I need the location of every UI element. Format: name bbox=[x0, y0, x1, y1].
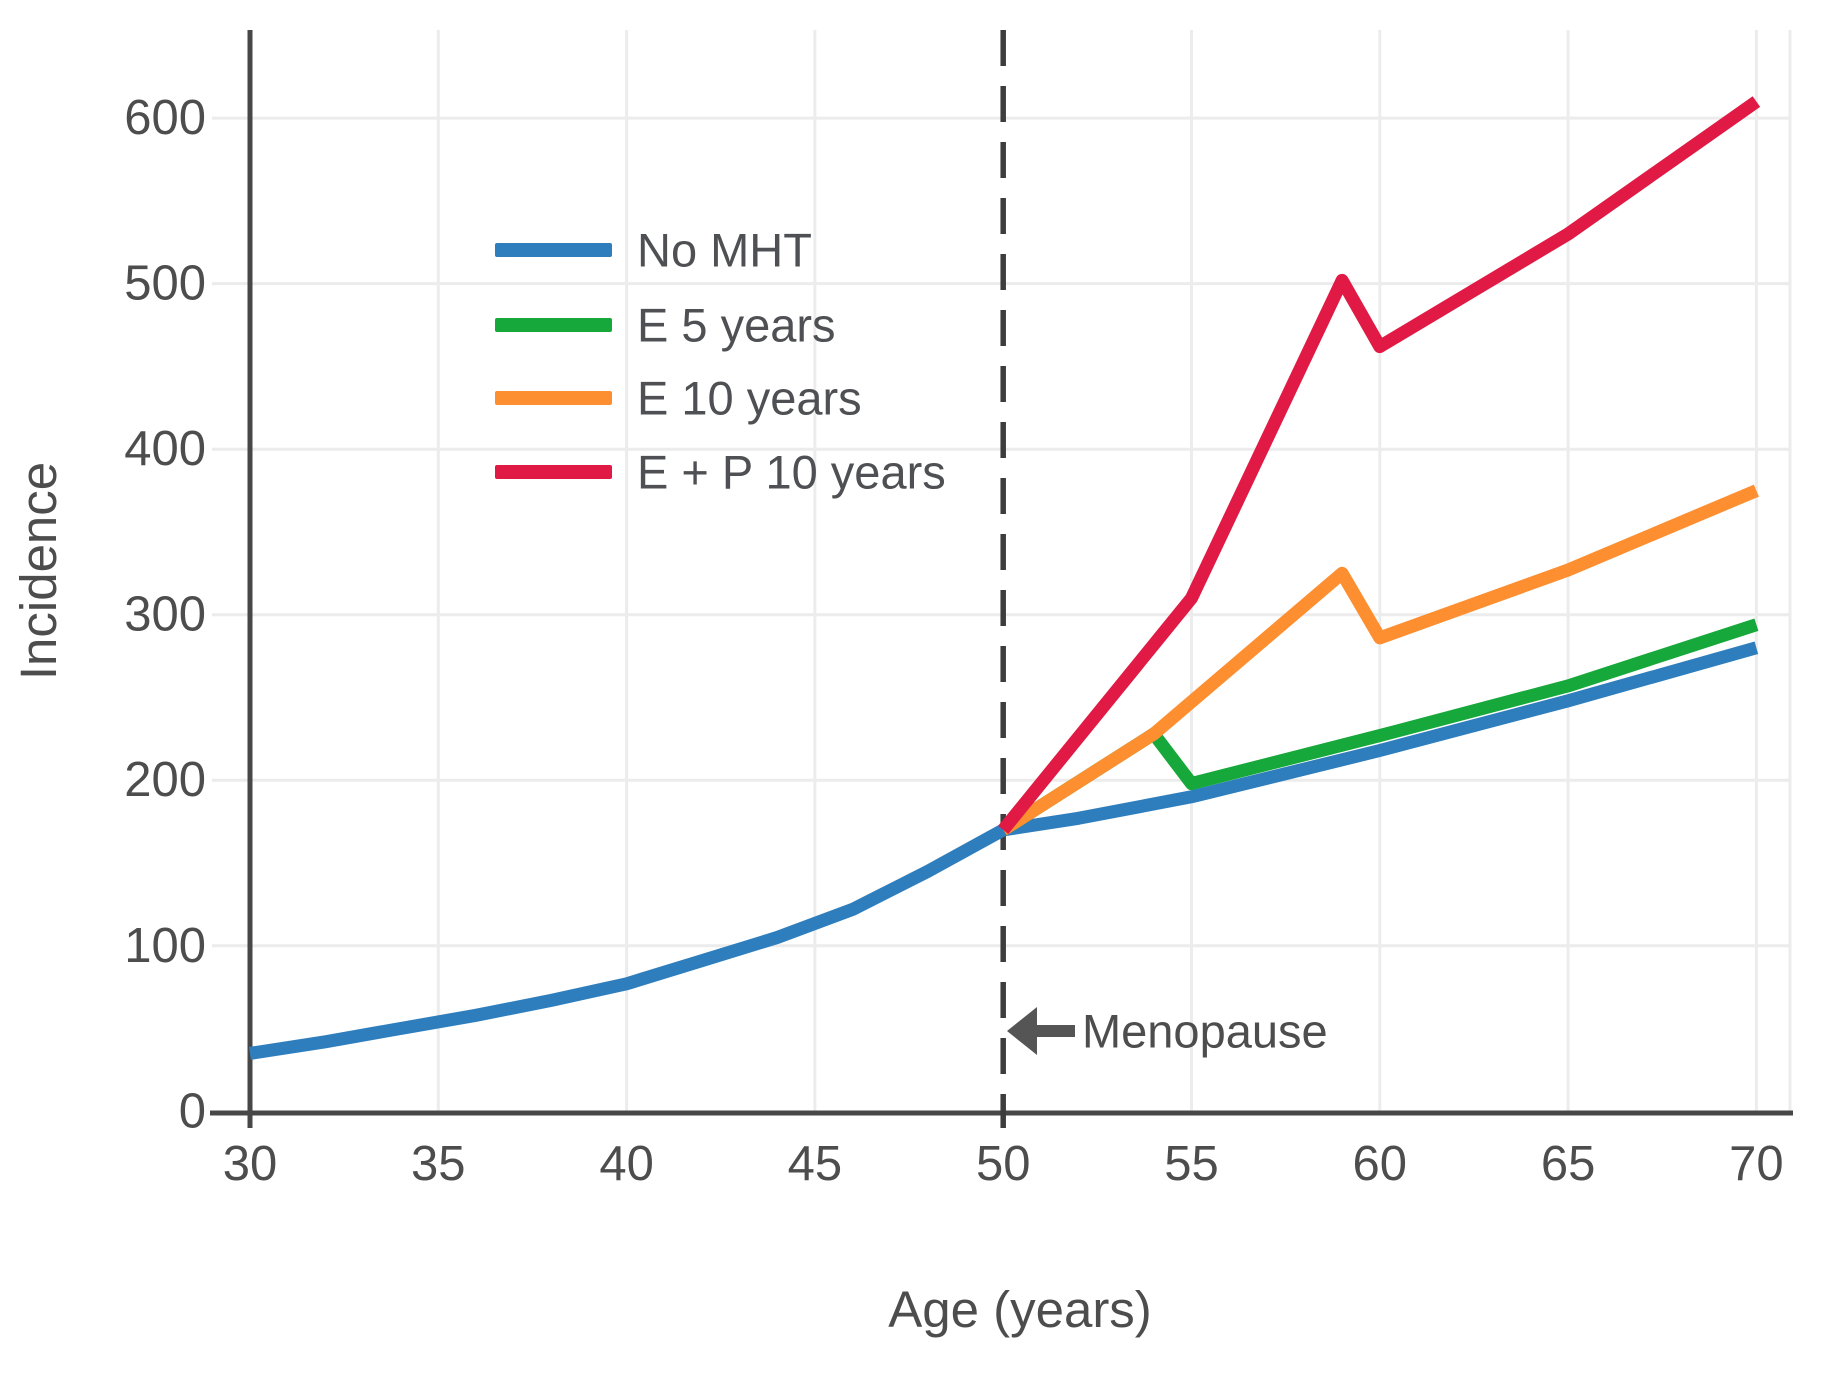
annotation-label: Menopause bbox=[1082, 1005, 1328, 1058]
legend-swatch-e-p-10-years bbox=[495, 465, 612, 479]
legend-item-e-10-years[interactable]: E 10 years bbox=[495, 372, 862, 425]
x-tick-label: 50 bbox=[976, 1137, 1031, 1191]
x-tick-label: 65 bbox=[1541, 1137, 1596, 1191]
x-tick-label: 30 bbox=[223, 1137, 278, 1191]
legend-item-no-mht[interactable]: No MHT bbox=[495, 224, 812, 277]
arrow-shaft bbox=[1035, 1025, 1075, 1037]
x-tick-label: 60 bbox=[1353, 1137, 1408, 1191]
y-tick-label: 100 bbox=[124, 919, 206, 973]
y-tick-label: 200 bbox=[124, 753, 206, 807]
legend-swatch-e-10-years bbox=[495, 391, 612, 405]
x-tick-label: 70 bbox=[1729, 1137, 1784, 1191]
y-tick-label: 500 bbox=[124, 257, 206, 311]
legend-item-e-p-10-years[interactable]: E + P 10 years bbox=[495, 446, 946, 499]
y-tick-label: 300 bbox=[124, 588, 206, 642]
legend-label-e-10-years: E 10 years bbox=[637, 372, 862, 425]
x-tick-label: 55 bbox=[1164, 1137, 1219, 1191]
y-tick-label: 0 bbox=[179, 1084, 206, 1138]
legend-item-e-5-years[interactable]: E 5 years bbox=[495, 299, 836, 352]
legend-swatch-no-mht bbox=[495, 243, 612, 257]
y-axis-title: Incidence bbox=[10, 462, 67, 680]
data-series bbox=[249, 96, 1761, 1060]
legend: No MHT E 5 years E 10 years E + P 10 yea… bbox=[495, 224, 946, 499]
tick-labels: 0 100 200 300 400 500 600 30 35 40 45 50 55 60 65 70 bbox=[124, 91, 1783, 1191]
legend-label-e-5-years: E 5 years bbox=[637, 299, 836, 352]
series-line-e-10-years bbox=[999, 484, 1759, 836]
legend-label-no-mht: No MHT bbox=[637, 224, 812, 277]
axes bbox=[210, 30, 1793, 1128]
y-tick-label: 600 bbox=[124, 91, 206, 145]
y-tick-label: 400 bbox=[124, 422, 206, 476]
menopause-annotation: Menopause bbox=[1007, 1005, 1328, 1058]
legend-label-e-p-10-years: E + P 10 years bbox=[637, 446, 946, 499]
x-axis-title: Age (years) bbox=[888, 1281, 1152, 1338]
series-line-no-mht bbox=[249, 641, 1759, 1060]
x-tick-label: 35 bbox=[411, 1137, 466, 1191]
arrow-left-icon bbox=[1007, 1007, 1037, 1055]
x-tick-label: 45 bbox=[788, 1137, 843, 1191]
legend-swatch-e-5-years bbox=[495, 318, 612, 332]
x-tick-label: 40 bbox=[599, 1137, 654, 1191]
series-line-e-p-10-years bbox=[998, 96, 1761, 834]
